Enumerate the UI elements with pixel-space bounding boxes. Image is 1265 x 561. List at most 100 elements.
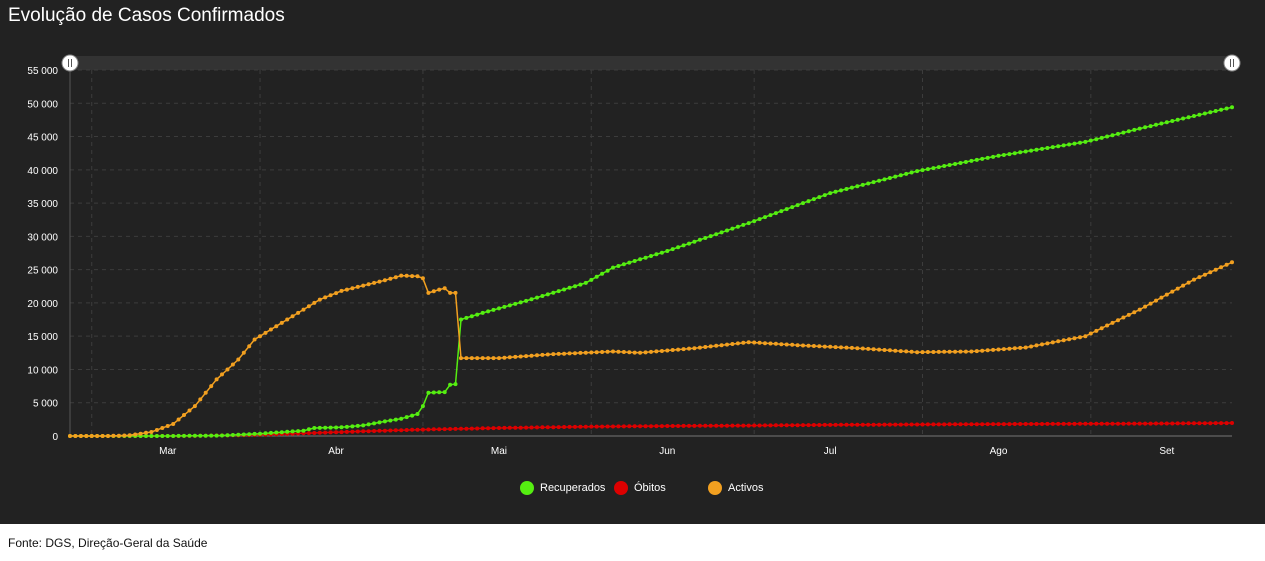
data-point-obitos [497,426,501,430]
range-handle-right[interactable] [1223,54,1241,72]
data-point-activos [84,434,89,438]
data-point-recuperados [1078,140,1082,145]
legend-item-activos[interactable]: Activos [708,481,763,495]
data-point-obitos [344,429,349,434]
data-point-obitos [627,424,632,429]
data-point-obitos [426,427,431,432]
data-point-obitos [790,423,795,428]
data-point-obitos [898,422,903,427]
line-chart[interactable]: 0 5 000 10 000 15 000 20 000 25 000 30 000 35 0… [0,0,1265,524]
data-point-activos [741,340,746,345]
data-point-obitos [366,429,371,434]
data-point-recuperados [763,215,767,220]
data-point-activos [578,350,583,355]
data-point-activos [600,350,605,354]
data-point-recuperados [399,416,404,421]
data-point-recuperados [638,257,643,262]
data-point-activos [366,282,371,287]
data-point-obitos [849,422,854,427]
data-point-obitos [556,425,561,430]
data-point-obitos [415,427,420,432]
data-point-recuperados [247,432,252,437]
data-point-activos [605,349,610,354]
data-point-activos [611,349,615,354]
legend-item-obitos[interactable]: Óbitos [614,481,666,495]
data-point-obitos [448,427,453,431]
data-point-recuperados [1137,126,1142,131]
x-tick-label: Jun [659,446,675,457]
data-point-obitos [431,427,436,432]
data-point-recuperados [1056,144,1061,149]
data-point-recuperados [382,419,387,424]
x-tick-label: Mar [159,446,177,457]
legend-item-recuperados[interactable]: Recuperados [520,481,605,495]
data-point-recuperados [404,415,409,420]
data-point-recuperados [507,303,512,308]
data-point-activos [638,350,643,355]
data-point-recuperados [980,156,985,161]
data-point-activos [1072,336,1077,341]
data-point-obitos [839,422,843,427]
data-point-activos [985,348,990,353]
data-point-recuperados [486,309,491,314]
data-point-obitos [893,422,898,427]
data-point-recuperados [545,292,550,297]
data-point-obitos [442,427,447,432]
data-point-activos [415,274,420,279]
data-point-activos [594,350,599,355]
data-point-obitos [741,423,746,428]
data-point-recuperados [182,433,186,438]
data-point-activos [1132,310,1137,315]
data-point-activos [486,356,491,361]
data-point-activos [535,353,539,358]
data-point-obitos [947,422,952,427]
data-point-recuperados [784,207,789,212]
data-point-activos [687,346,691,351]
data-point-activos [502,355,507,360]
data-point-recuperados [730,226,735,231]
y-tick-label: 40 000 [27,166,58,177]
data-point-recuperados [882,177,887,182]
data-point-activos [681,347,686,352]
data-point-activos [703,345,708,349]
data-point-obitos [795,423,800,428]
data-point-obitos [784,423,789,428]
data-point-obitos [654,424,659,429]
data-point-recuperados [214,433,219,438]
y-tick-label: 45 000 [27,133,58,144]
data-point-obitos [611,424,615,429]
data-point-obitos [714,423,719,428]
data-point-obitos [632,424,637,429]
data-point-recuperados [350,424,355,429]
data-point-activos [980,348,985,353]
data-point-obitos [486,426,491,431]
data-point-obitos [459,426,463,431]
data-point-activos [627,350,632,355]
data-point-recuperados [453,382,458,387]
data-point-obitos [763,423,767,428]
data-point-obitos [773,423,778,428]
data-point-activos [192,404,197,409]
data-point-activos [459,356,463,361]
data-point-activos [154,428,159,432]
data-point-activos [839,345,843,350]
data-point-obitos [1045,421,1050,426]
data-point-recuperados [203,433,208,438]
range-handle-left[interactable] [61,54,79,72]
data-point-activos [247,344,252,349]
data-point-recuperados [605,268,610,273]
data-point-recuperados [1099,135,1104,140]
data-point-recuperados [958,161,963,165]
data-point-recuperados [144,434,148,438]
data-point-obitos [643,424,648,429]
data-point-activos [643,350,648,355]
data-point-obitos [475,426,480,431]
data-point-activos [1126,312,1131,317]
data-point-activos [1088,331,1093,336]
data-point-activos [1078,335,1082,340]
data-point-recuperados [1224,106,1229,111]
data-point-obitos [388,428,393,433]
data-point-activos [372,280,377,285]
data-point-recuperados [556,289,561,294]
data-point-recuperados [1018,150,1023,155]
